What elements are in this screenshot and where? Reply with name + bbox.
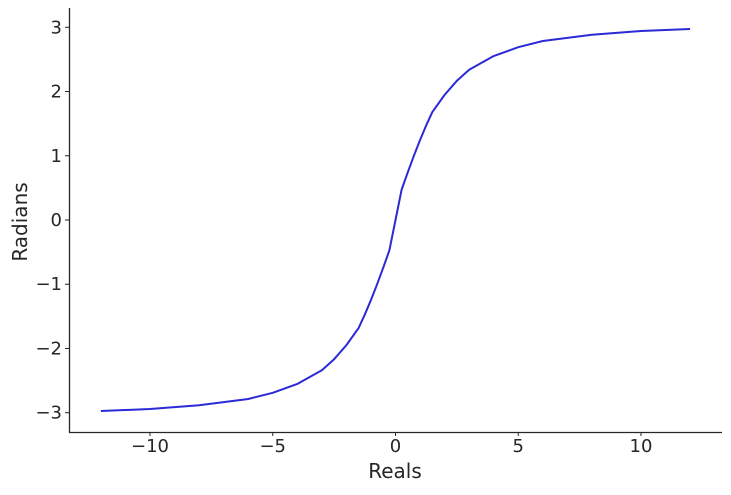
y-tick-label: −1 — [35, 274, 62, 295]
x-tick-label: 10 — [630, 436, 653, 457]
x-tick-label: 5 — [513, 436, 524, 457]
y-tick-label: 1 — [51, 146, 62, 167]
y-tick-labels: −3 −2 −1 0 1 2 3 — [35, 17, 69, 424]
series-layer — [100, 27, 691, 413]
y-axis-label: Radians — [8, 182, 32, 261]
y-tick-label: −3 — [35, 403, 62, 424]
x-tick-label: 0 — [390, 436, 401, 457]
x-tick-label: −5 — [259, 436, 286, 457]
y-tick-label: 2 — [51, 82, 62, 103]
y-tick-label: 3 — [51, 17, 62, 38]
x-tick-label: −10 — [131, 436, 169, 457]
x-axis-label: Reals — [368, 459, 422, 483]
series-line-0 — [100, 27, 691, 413]
y-tick-label: −2 — [35, 338, 62, 359]
x-tick-labels: −10 −5 0 5 10 — [131, 432, 652, 457]
y-tick-label: 0 — [51, 210, 62, 231]
